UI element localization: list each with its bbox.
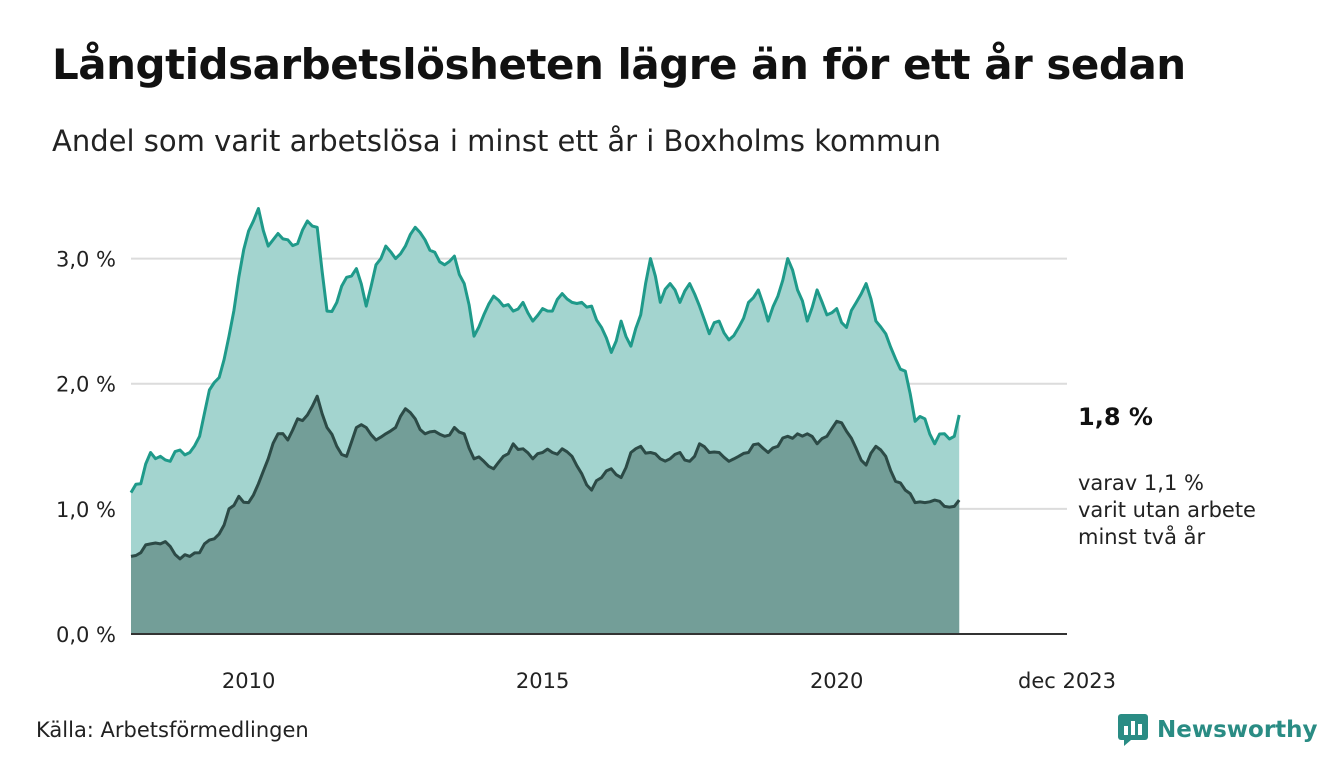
sub-series-end-label-line: minst två år <box>1078 524 1206 549</box>
series-areas <box>129 207 961 634</box>
y-tick-label: 2,0 % <box>56 373 116 397</box>
x-tick-label: 2010 <box>222 669 275 693</box>
sub-series-end-label: varav 1,1 % <box>1078 471 1204 495</box>
x-tick-label: dec 2023 <box>1018 669 1116 693</box>
brand-name: Newsworthy <box>1157 717 1318 743</box>
axes: 0,0 % 1,0 % 2,0 % 3,0 % 2010 2015 2020 dec 2023 <box>56 248 1116 693</box>
sub-series-line <box>130 394 961 561</box>
brand-logo: Newsworthy <box>1118 714 1318 746</box>
main-series-line <box>129 207 961 494</box>
main-series-end-label: 1,8 % <box>1078 403 1153 431</box>
x-tick-label: 2015 <box>516 669 569 693</box>
source-note: Källa: Arbetsförmedlingen <box>36 718 309 742</box>
y-tick-label: 3,0 % <box>56 248 116 272</box>
sub-series-area <box>131 396 960 634</box>
x-tick-label: 2020 <box>810 669 863 693</box>
chart-subtitle: Andel som varit arbetslösa i minst ett å… <box>52 124 941 158</box>
y-tick-label: 0,0 % <box>56 623 116 647</box>
newsworthy-logo-icon <box>1118 714 1148 746</box>
y-tick-label: 1,0 % <box>56 498 116 522</box>
chart-title: Långtidsarbetslösheten lägre än för ett … <box>52 40 1186 89</box>
sub-series-end-label-line: varit utan arbete <box>1078 498 1256 522</box>
